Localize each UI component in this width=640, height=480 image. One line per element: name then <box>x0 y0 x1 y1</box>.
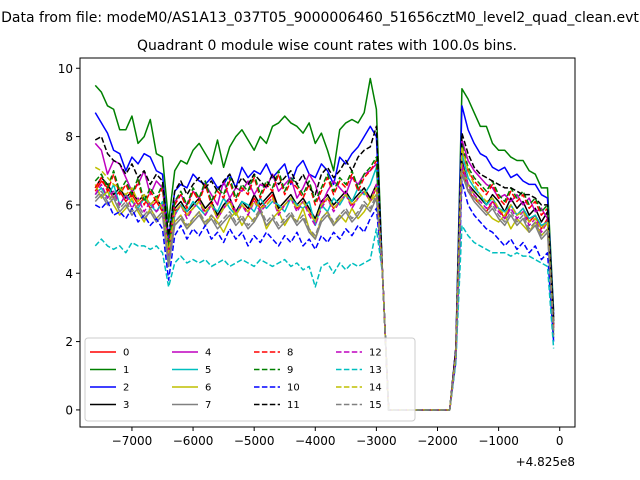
y-tick-label: 6 <box>65 198 73 212</box>
axes-border <box>79 57 576 428</box>
series-line-1 <box>94 77 555 411</box>
legend-label: 4 <box>205 348 211 359</box>
legend-label: 12 <box>369 348 382 359</box>
legend-label: 11 <box>287 400 300 411</box>
legend-label: 1 <box>123 365 129 376</box>
legend-label: 10 <box>287 383 300 394</box>
y-tick-label: 2 <box>65 335 73 349</box>
series-layer <box>94 77 555 411</box>
x-tick-label: −4000 <box>295 434 336 448</box>
legend-label: 5 <box>205 365 211 376</box>
legend-label: 15 <box>369 400 382 411</box>
legend-label: 8 <box>287 348 293 359</box>
x-tick-label: −6000 <box>173 434 214 448</box>
legend-label: 0 <box>123 348 129 359</box>
y-tick-label: 0 <box>65 403 73 417</box>
x-tick-label: −3000 <box>356 434 397 448</box>
legend-label: 3 <box>123 400 129 411</box>
legend-label: 7 <box>205 400 211 411</box>
legend-box <box>84 337 416 422</box>
chart-title: Quadrant 0 module wise count rates with … <box>137 38 517 54</box>
legend-label: 14 <box>369 383 382 394</box>
x-tick-label: −5000 <box>234 434 275 448</box>
x-axis: −7000 −6000 −5000 −4000 −3000 −2000 −1000 0 <box>112 427 564 448</box>
axes-layer <box>79 57 576 428</box>
legend-label: 2 <box>123 383 129 394</box>
x-offset-label: +4.825e8 <box>516 455 575 469</box>
series-line-15 <box>94 170 555 411</box>
x-tick-label: 0 <box>556 434 564 448</box>
legend-label: 9 <box>287 365 293 376</box>
y-tick-label: 10 <box>58 62 73 76</box>
series-line-10 <box>94 180 555 411</box>
series-line-13 <box>94 224 555 411</box>
legend-label: 13 <box>369 365 382 376</box>
series-line-11 <box>94 125 555 411</box>
figure-suptitle: Data from file: modeM0/AS1A13_037T05_900… <box>1 10 639 26</box>
x-tick-label: −7000 <box>112 434 153 448</box>
legend-label: 6 <box>205 383 211 394</box>
series-line-14 <box>94 146 555 411</box>
y-axis: 0 2 4 6 8 10 <box>58 62 80 417</box>
series-line-9 <box>94 142 555 411</box>
y-tick-label: 4 <box>65 267 73 281</box>
x-tick-label: −2000 <box>417 434 458 448</box>
y-tick-label: 8 <box>65 130 73 144</box>
x-tick-label: −1000 <box>478 434 519 448</box>
